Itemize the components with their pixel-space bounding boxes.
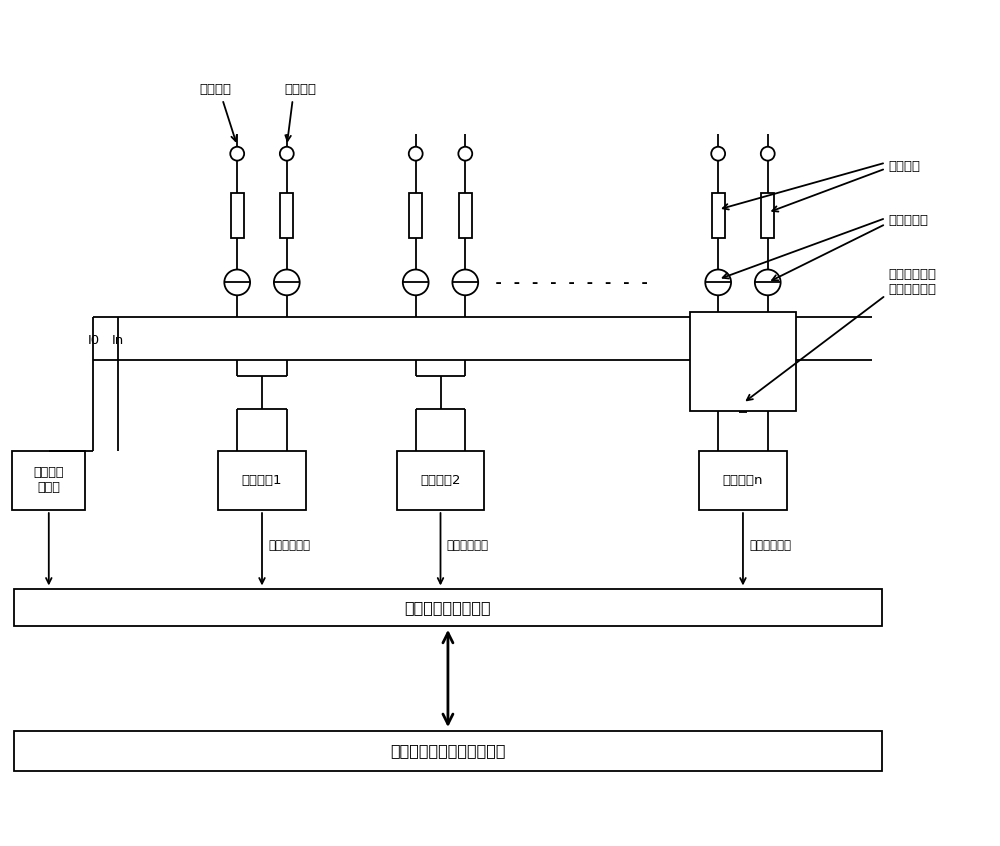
Text: I0: I0 xyxy=(87,334,99,347)
Bar xyxy=(459,193,472,238)
Bar xyxy=(409,193,422,238)
Bar xyxy=(761,193,774,238)
Bar xyxy=(397,451,484,510)
Text: In: In xyxy=(112,334,124,347)
Circle shape xyxy=(224,270,250,295)
Bar xyxy=(231,193,244,238)
Text: 电流传感器: 电流传感器 xyxy=(889,213,929,227)
Circle shape xyxy=(403,270,429,295)
Circle shape xyxy=(458,146,472,161)
Text: 判定结果输出: 判定结果输出 xyxy=(446,539,488,552)
Circle shape xyxy=(280,146,294,161)
Circle shape xyxy=(452,270,478,295)
Circle shape xyxy=(274,270,300,295)
Bar xyxy=(12,451,85,510)
Bar xyxy=(690,312,796,411)
Circle shape xyxy=(705,270,731,295)
Bar xyxy=(699,451,787,510)
Bar xyxy=(218,451,306,510)
Bar xyxy=(280,193,293,238)
Circle shape xyxy=(755,270,781,295)
Text: 模块负极: 模块负极 xyxy=(199,83,231,96)
Text: 主回路运
算单元: 主回路运 算单元 xyxy=(34,466,64,494)
Text: 故障判定及定位单元: 故障判定及定位单元 xyxy=(405,600,491,615)
Text: 运算单元n: 运算单元n xyxy=(723,474,763,487)
Circle shape xyxy=(761,146,775,161)
Bar xyxy=(14,731,882,771)
Circle shape xyxy=(711,146,725,161)
Text: - - - - - - - - -: - - - - - - - - - xyxy=(494,275,649,290)
Text: 检测电阱: 检测电阱 xyxy=(889,160,921,173)
Text: 判定结果输出: 判定结果输出 xyxy=(749,539,791,552)
Text: 电池筱体金属
部分可靠连接: 电池筱体金属 部分可靠连接 xyxy=(889,268,937,296)
Text: 模块正极: 模块正极 xyxy=(285,83,317,96)
Circle shape xyxy=(230,146,244,161)
Text: 控制、报警及故障信息上传: 控制、报警及故障信息上传 xyxy=(390,744,506,758)
Bar xyxy=(14,590,882,626)
Text: 运算单关1: 运算单关1 xyxy=(242,474,282,487)
Bar xyxy=(712,193,725,238)
Circle shape xyxy=(409,146,423,161)
Text: 判定结果输出: 判定结果输出 xyxy=(268,539,310,552)
Text: 运算单关2: 运算单关2 xyxy=(420,474,461,487)
